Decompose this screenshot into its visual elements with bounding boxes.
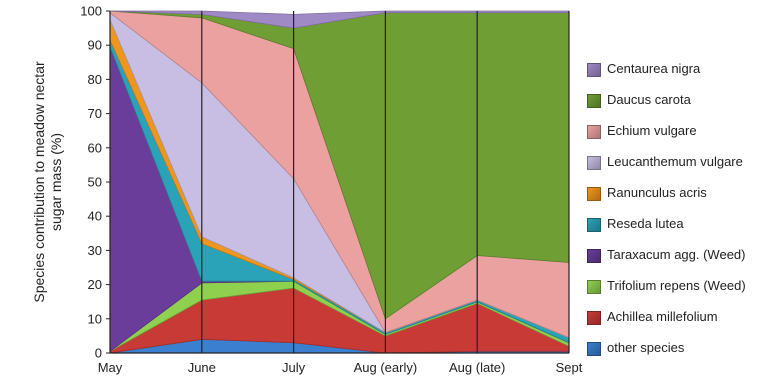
x-tick-label: Aug (early) <box>354 360 418 375</box>
legend-label: other species <box>607 340 685 355</box>
area-series-group <box>109 10 570 354</box>
legend-item-trifolium-repens-weed: Trifolium repens (Weed) <box>587 277 777 308</box>
x-tick-label: Sept <box>556 360 583 375</box>
legend-swatch <box>587 187 601 201</box>
legend-label: Ranunculus acris <box>607 185 707 200</box>
legend-swatch <box>587 218 601 232</box>
x-tick-label: Aug (late) <box>449 360 505 375</box>
legend-label: Reseda lutea <box>607 216 684 231</box>
y-tick-label: 20 <box>88 277 102 292</box>
legend-label: Taraxacum agg. (Weed) <box>607 247 746 262</box>
y-tick-label: 50 <box>88 175 102 190</box>
legend-item-taraxacum-agg-weed: Taraxacum agg. (Weed) <box>587 246 777 277</box>
x-tick-label: June <box>188 360 216 375</box>
legend-item-achillea-millefolium: Achillea millefolium <box>587 308 777 339</box>
legend-swatch <box>587 342 601 356</box>
legend-item-ranunculus-acris: Ranunculus acris <box>587 184 777 215</box>
legend-item-centaurea-nigra: Centaurea nigra <box>587 60 777 91</box>
legend-label: Leucanthemum vulgare <box>607 154 743 169</box>
legend-item-echium-vulgare: Echium vulgare <box>587 122 777 153</box>
y-tick-label: 0 <box>95 346 102 361</box>
legend-label: Trifolium repens (Weed) <box>607 278 746 293</box>
y-tick-label: 10 <box>88 311 102 326</box>
y-tick-label: 70 <box>88 106 102 121</box>
legend-swatch <box>587 249 601 263</box>
legend-item-reseda-lutea: Reseda lutea <box>587 215 777 246</box>
legend-swatch <box>587 63 601 77</box>
y-tick-label: 80 <box>88 72 102 87</box>
legend-label: Achillea millefolium <box>607 309 718 324</box>
x-tick-label: May <box>98 360 123 375</box>
legend-swatch <box>587 125 601 139</box>
y-tick-label: 60 <box>88 140 102 155</box>
legend-item-other-species: other species <box>587 339 777 370</box>
legend-label: Centaurea nigra <box>607 61 701 76</box>
legend-item-leucanthemum-vulgare: Leucanthemum vulgare <box>587 153 777 184</box>
legend-item-daucus-carota: Daucus carota <box>587 91 777 122</box>
y-axis-label: Species contribution to meadow nectarsug… <box>31 61 64 303</box>
y-tick-label: 30 <box>88 243 102 258</box>
y-tick-label: 40 <box>88 209 102 224</box>
y-tick-label: 100 <box>80 4 102 19</box>
legend-swatch <box>587 280 601 294</box>
x-tick-label: July <box>282 360 306 375</box>
category-dividers <box>201 11 570 353</box>
legend-swatch <box>587 156 601 170</box>
legend-swatch <box>587 311 601 325</box>
y-tick-label: 90 <box>88 38 102 53</box>
legend-swatch <box>587 94 601 108</box>
legend: Centaurea nigra Daucus carota Echium vulga… <box>587 60 777 370</box>
y-tick-labels: 0 10 20 30 40 50 60 70 80 90 100 <box>80 4 110 361</box>
legend-label: Daucus carota <box>607 92 691 107</box>
x-tick-labels: May June July Aug (early) Aug (late) Sept <box>98 360 583 375</box>
legend-label: Echium vulgare <box>607 123 697 138</box>
